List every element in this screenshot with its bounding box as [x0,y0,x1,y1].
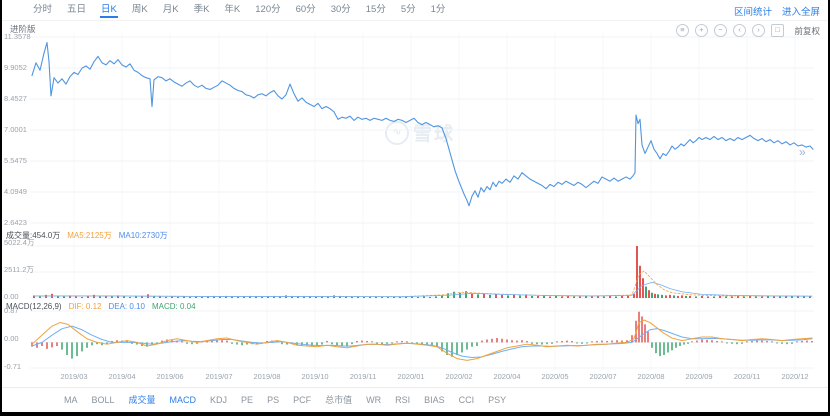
indicator-item[interactable]: RSI [395,394,411,405]
chart-settings-icon[interactable]: ≡ [676,24,689,37]
date-axis-label: 2019/04 [108,372,136,381]
indicator-item[interactable]: MA [64,394,78,405]
price-axis-label: 8.4527 [4,94,27,104]
date-axis-label: 2020/11 [733,372,761,381]
period-tab[interactable]: 年K [224,3,241,15]
date-axis-label: 2020/08 [637,372,665,381]
macd-legend: MACD(12,26,9) DIF: 0.12 DEA: 0.10 MACD: … [6,303,196,311]
indicator-item[interactable]: PCF [293,394,312,405]
macd-axis-label: 0.87 [4,306,19,315]
mode-label: 进阶版 [10,24,36,34]
volume-value: 成交量:454.0万 [6,231,61,240]
price-axis-labels: 11.3578 9.9052 8.4527 7.0001 5.5475 4.0949 2.6… [4,33,31,227]
macd-axis-labels: 0.87 0.00 -0.71 [4,307,21,370]
indicator-item[interactable]: PS [267,394,280,405]
macd-name: MACD(12,26,9) [6,302,62,311]
indicator-item[interactable]: PSY [488,394,507,405]
date-axis-label: 2019/07 [205,372,233,381]
indicator-bar: MA BOLL 成交量 MACD KDJ PE PS PCF 总市值 WR RSI BIAS CCI PS… [2,387,828,412]
price-axis-label: 4.0949 [4,187,27,197]
volume-axis-labels: 5022.4万 2511.2万 0.00 [4,239,34,300]
indicator-item[interactable]: KDJ [210,394,228,405]
adjust-mode-dropdown[interactable]: 前复权 [794,26,820,36]
period-tab[interactable]: 月K [162,3,179,15]
indicator-item[interactable]: BIAS [424,394,445,405]
indicator-item[interactable]: 总市值 [325,394,353,405]
date-axis-label: 2019/10 [301,372,329,381]
period-tab[interactable]: 分时 [33,3,53,15]
chart-controls: ≡ + − ‹ › □ [676,24,784,37]
date-axis-label: 2019/08 [253,372,281,381]
price-axis-label: 9.9052 [4,63,27,73]
pan-right-icon[interactable]: › [752,24,765,37]
period-tab[interactable]: 日K [100,2,118,19]
indicator-item[interactable]: WR [366,394,382,405]
date-axis-label: 2020/04 [493,372,521,381]
date-axis-label: 2019/03 [60,372,88,381]
price-axis-label: 2.6423 [4,218,27,228]
volume-axis-label: 2511.2万 [4,264,34,274]
volume-axis-label: 0.00 [4,291,19,301]
period-tab[interactable]: 15分 [365,3,386,15]
toolbar-links: 区间统计 进入全屏 [734,4,820,18]
snowball-logo-icon: ∿ [385,120,409,145]
zoom-out-icon[interactable]: − [714,24,727,37]
period-tab[interactable]: 60分 [295,3,316,15]
toolbar-link[interactable]: 进入全屏 [781,7,820,18]
period-tab[interactable]: 1分 [430,3,446,15]
period-tab[interactable]: 120分 [255,3,281,15]
date-axis-label: 2020/02 [445,372,473,381]
price-axis-label: 11.3578 [4,32,31,41]
indicator-item[interactable]: 成交量 [128,394,156,405]
date-axis: 2019/03 2019/04 2019/06 2019/07 2019/08 2019/… [30,372,810,382]
macd-axis-label: -0.71 [4,361,22,371]
period-tabs: 分时 五日 日K 周K 月K 季K 年K 120分 60分 30分 15分 5分 1分 [32,2,446,19]
date-axis-label: 2019/06 [156,372,184,381]
macd-dif-value: DIF: 0.12 [68,302,102,311]
volume-ma5-value: MA5:2125万 [67,231,112,240]
zoom-in-icon[interactable]: + [695,24,708,37]
screenshot-icon[interactable]: □ [771,24,784,37]
date-axis-label: 2020/09 [685,372,713,381]
volume-ma10-value: MA10:2730万 [118,231,168,240]
period-tab[interactable]: 季K [193,3,210,15]
toolbar-link[interactable]: 区间统计 [733,7,772,18]
macd-axis-label: 0.00 [4,333,19,343]
period-tab[interactable]: 5分 [400,3,416,15]
date-axis-label: 2019/11 [349,372,377,381]
date-axis-label: 2020/12 [781,372,809,381]
indicator-item[interactable]: MACD [169,394,197,405]
date-axis-label: 2020/05 [541,372,569,381]
date-axis-label: 2020/07 [589,372,617,381]
volume-axis-label: 5022.4万 [4,238,35,247]
date-axis-label: 2020/01 [397,372,425,381]
period-tab[interactable]: 周K [131,3,148,15]
period-tab[interactable]: 五日 [67,3,87,15]
period-toolbar: 分时 五日 日K 周K 月K 季K 年K 120分 60分 30分 15分 5分 1分 区间统计 进入全屏 [2,0,828,21]
indicator-item[interactable]: PE [241,394,254,405]
pan-left-icon[interactable]: ‹ [733,24,746,37]
price-axis-label: 5.5475 [4,156,27,166]
indicator-item[interactable]: CCI [458,394,475,405]
volume-legend: 成交量:454.0万 MA5:2125万 MA10:2730万 [6,232,168,240]
pan-more-chevrons-icon[interactable]: » [799,145,806,159]
price-axis-label: 7.0001 [4,125,27,135]
period-tab[interactable]: 30分 [330,3,351,15]
macd-hist-value: MACD: 0.04 [151,302,196,311]
indicator-item[interactable]: BOLL [91,394,115,405]
macd-dea-value: DEA: 0.10 [108,302,145,311]
